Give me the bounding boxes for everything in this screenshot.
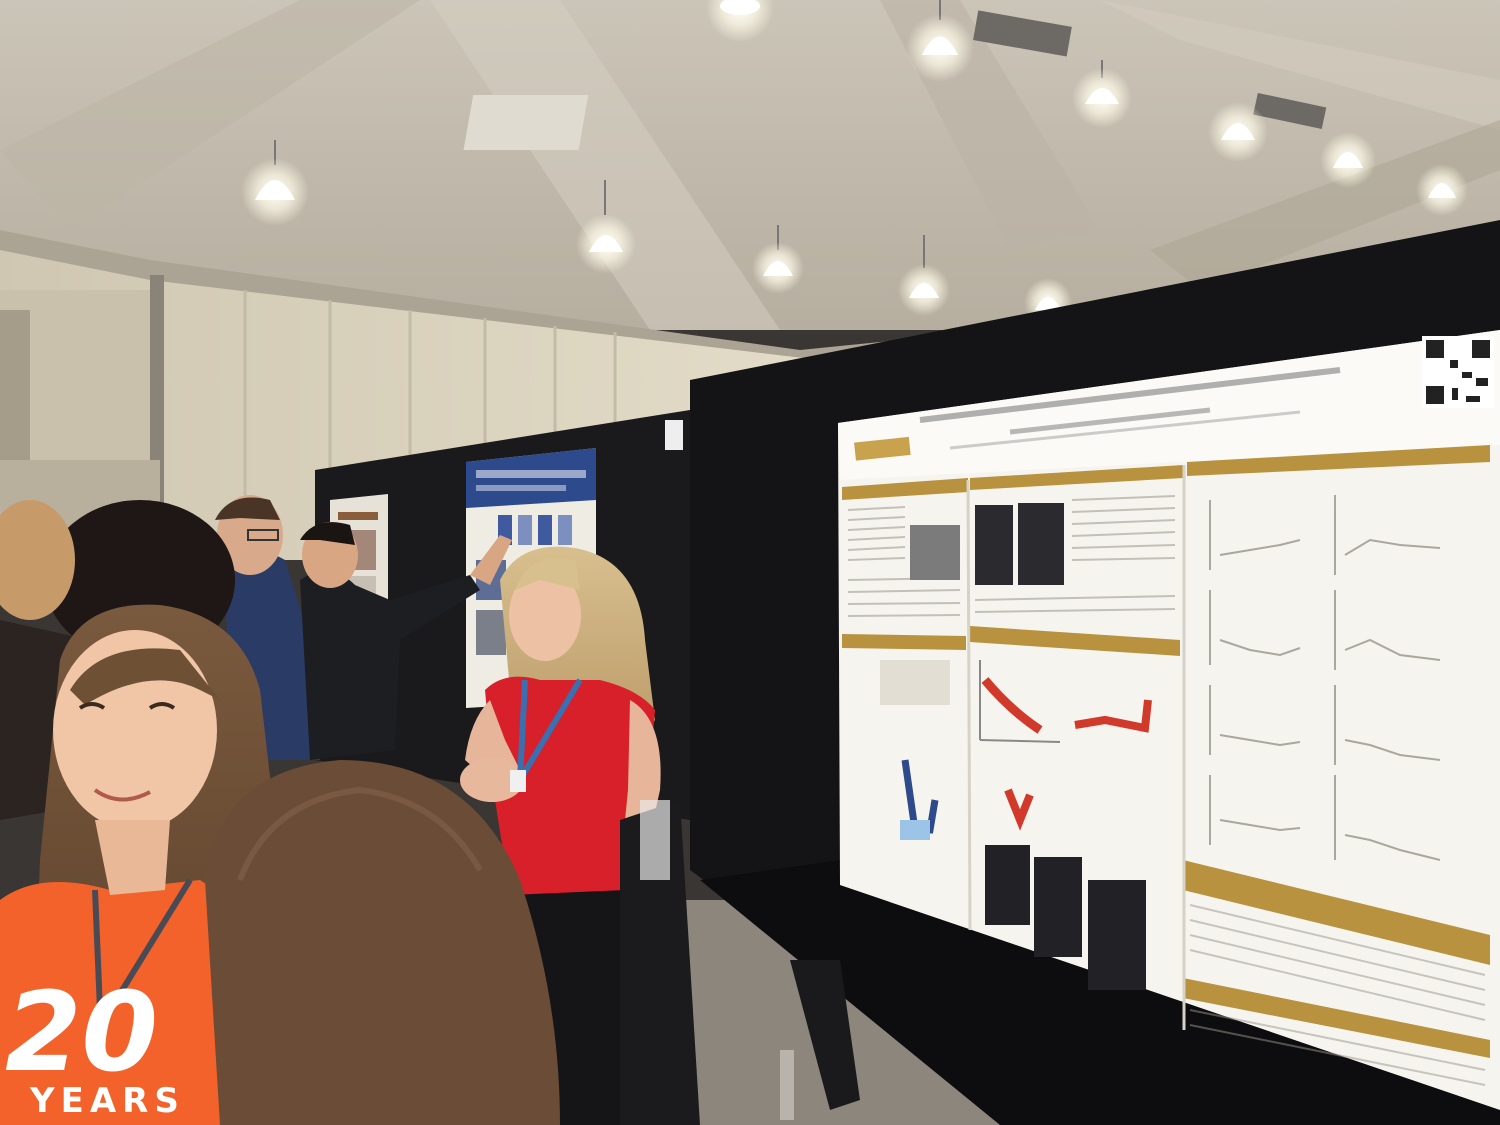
qr-code [1422, 336, 1494, 408]
ceiling-lamp [1072, 60, 1132, 128]
ceiling-lamp [706, 0, 774, 42]
person-navy-jacket [215, 495, 380, 760]
ceiling-lamp [1320, 132, 1376, 188]
poster-figure [1018, 503, 1064, 585]
person-orange-shirt: 20 YEARS [0, 604, 275, 1125]
ceiling-lamp [898, 235, 950, 316]
ceiling-lamp [752, 225, 804, 294]
poster-figure [880, 660, 950, 840]
poster-figure [1034, 857, 1082, 957]
ceiling-lamps [241, 0, 1468, 326]
tshirt-word: YEARS [29, 1081, 185, 1121]
person-foreground-head [205, 760, 560, 1125]
water-bottle [780, 1050, 794, 1120]
ceiling-lamp [1208, 102, 1268, 162]
poster-figure [985, 845, 1030, 925]
ceiling-lamp [1416, 164, 1468, 216]
poster-text-block [974, 495, 1176, 613]
poster-figure [975, 505, 1013, 585]
presenter-red-top [460, 546, 661, 1125]
tshirt-numeral: 20 [5, 968, 158, 1096]
poster-chart-grid [1209, 495, 1441, 861]
poster-text-block [1189, 904, 1486, 1086]
poster-figure [1088, 880, 1146, 990]
chair [620, 800, 700, 1125]
ceiling-lamp [906, 0, 974, 82]
person-pointing [300, 522, 512, 760]
research-poster [838, 330, 1500, 1110]
poster-header [838, 330, 1500, 480]
ceiling-lamp [576, 180, 636, 274]
person-legs-background [790, 960, 860, 1110]
poster-chart [979, 660, 1152, 831]
poster-figure [910, 525, 960, 580]
ceiling-lamp [241, 140, 309, 226]
